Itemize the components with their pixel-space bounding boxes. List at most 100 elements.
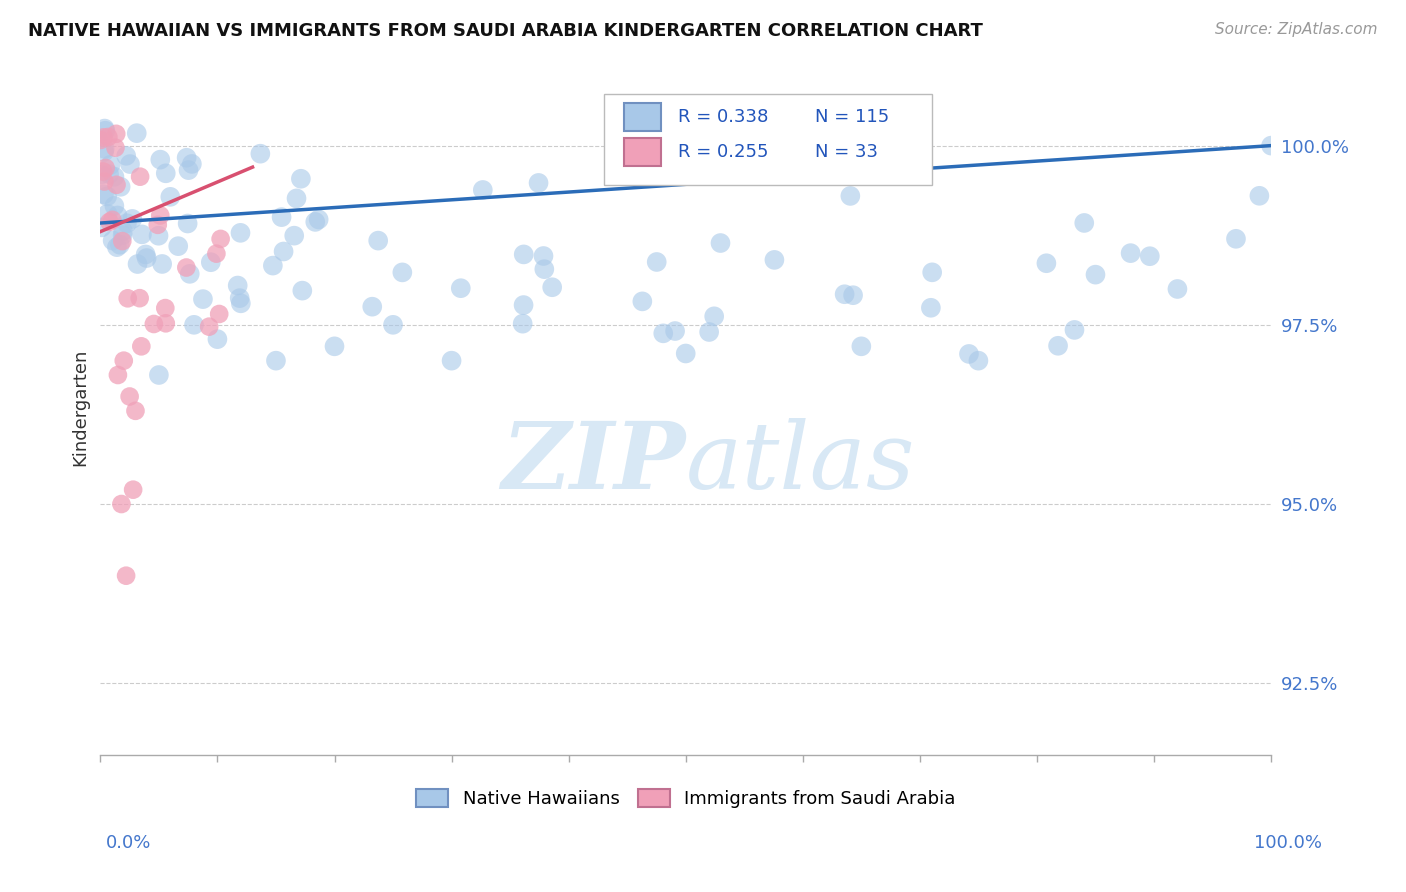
Point (191, 292, 214, 306)
Point (273, 244, 295, 259)
Point (179, 267, 201, 281)
Point (176, 260, 198, 275)
Point (228, 291, 250, 305)
Point (148, 368, 170, 382)
Point (226, 278, 249, 293)
Point (155, 316, 177, 330)
Text: ZIP: ZIP (502, 417, 686, 508)
Point (450, 281, 472, 295)
Point (107, 209, 129, 223)
Point (101, 212, 124, 227)
Point (149, 209, 172, 223)
Point (118, 157, 141, 171)
Point (1035, 256, 1057, 270)
Point (957, 347, 980, 361)
Point (1119, 246, 1142, 260)
Text: 100.0%: 100.0% (1254, 834, 1322, 852)
Text: 0.0%: 0.0% (105, 834, 150, 852)
Point (93, 142, 115, 156)
Point (96, 207, 118, 221)
Point (512, 317, 534, 331)
Text: R = 0.338: R = 0.338 (678, 108, 768, 127)
Point (124, 404, 146, 418)
Point (920, 301, 942, 315)
Point (125, 126, 148, 140)
Point (93, 130, 115, 145)
Point (146, 218, 169, 232)
Point (117, 291, 139, 305)
Point (167, 239, 190, 253)
Y-axis label: Kindergarten: Kindergarten (72, 349, 89, 466)
Point (111, 228, 134, 243)
Point (527, 176, 550, 190)
Point (834, 287, 856, 301)
Point (440, 353, 463, 368)
Point (110, 497, 132, 511)
Point (107, 368, 129, 382)
Point (851, 339, 873, 353)
Point (98, 215, 121, 229)
Point (111, 234, 134, 248)
Point (308, 212, 330, 227)
Point (541, 280, 564, 294)
Point (709, 235, 731, 250)
Point (664, 324, 686, 338)
Point (108, 237, 131, 252)
Point (391, 265, 413, 279)
Point (229, 296, 252, 310)
Point (290, 171, 312, 186)
Point (98, 167, 121, 181)
Point (93, 174, 115, 188)
Point (101, 234, 124, 248)
Point (291, 284, 314, 298)
Point (180, 157, 202, 171)
Legend: Native Hawaiians, Immigrants from Saudi Arabia: Native Hawaiians, Immigrants from Saudi … (408, 781, 963, 815)
Point (703, 310, 725, 324)
Point (115, 149, 138, 163)
Point (103, 169, 125, 184)
Bar (624, 103, 661, 131)
Point (142, 317, 165, 331)
Point (105, 240, 128, 254)
Point (148, 228, 170, 243)
Point (264, 353, 287, 368)
Point (1166, 282, 1188, 296)
Point (1047, 339, 1070, 353)
Text: N = 115: N = 115 (814, 108, 889, 127)
Point (921, 265, 943, 279)
Point (150, 257, 173, 271)
Point (512, 298, 534, 312)
Point (177, 163, 200, 178)
FancyBboxPatch shape (603, 95, 932, 185)
Point (323, 339, 346, 353)
Point (631, 294, 654, 309)
Point (112, 224, 135, 238)
Point (209, 232, 232, 246)
Point (675, 346, 697, 360)
Text: N = 33: N = 33 (814, 143, 877, 161)
Point (533, 249, 555, 263)
Point (382, 318, 405, 332)
Point (1260, 138, 1282, 153)
Point (96, 189, 118, 203)
Point (127, 257, 149, 271)
Point (1249, 188, 1271, 202)
Point (128, 291, 150, 305)
Point (967, 353, 990, 368)
Point (176, 217, 198, 231)
Bar (624, 138, 661, 166)
Text: NATIVE HAWAIIAN VS IMMIGRANTS FROM SAUDI ARABIA KINDERGARTEN CORRELATION CHART: NATIVE HAWAIIAN VS IMMIGRANTS FROM SAUDI… (28, 22, 983, 40)
Point (270, 210, 292, 224)
Point (533, 262, 555, 277)
Point (97, 130, 120, 145)
Point (135, 251, 157, 265)
Point (304, 215, 326, 229)
Point (122, 483, 145, 497)
Point (471, 183, 494, 197)
Point (1063, 323, 1085, 337)
Point (93, 121, 115, 136)
Point (91, 164, 114, 178)
Point (1084, 268, 1107, 282)
Point (110, 179, 132, 194)
Point (1073, 216, 1095, 230)
